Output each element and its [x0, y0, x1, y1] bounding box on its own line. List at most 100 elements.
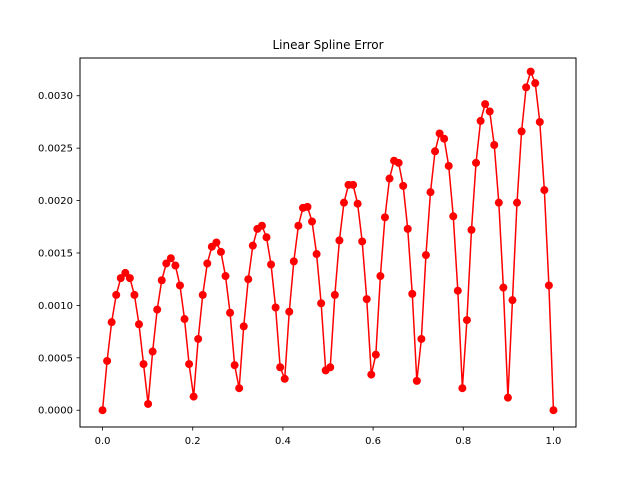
data-point	[280, 374, 289, 383]
data-point	[349, 180, 358, 189]
data-point	[376, 272, 385, 281]
data-point	[98, 406, 107, 415]
axes-layer	[79, 57, 577, 428]
data-point	[335, 236, 344, 245]
data-point	[303, 202, 312, 211]
y-tick-label: 0.0030	[38, 91, 73, 102]
data-point	[408, 289, 417, 298]
data-point	[472, 158, 481, 167]
data-point	[239, 322, 248, 331]
data-point	[285, 307, 294, 316]
data-point	[185, 360, 194, 369]
data-point	[485, 107, 494, 116]
data-point	[317, 299, 326, 308]
data-point	[517, 127, 526, 136]
data-point	[526, 67, 535, 76]
data-point	[267, 260, 276, 269]
data-point	[144, 399, 153, 408]
data-point	[194, 334, 203, 343]
data-point	[367, 370, 376, 379]
data-point	[312, 250, 321, 259]
data-point	[444, 161, 453, 170]
data-point	[535, 117, 544, 126]
data-point	[522, 83, 531, 92]
data-point	[103, 356, 112, 365]
data-point	[458, 384, 467, 393]
data-point	[540, 186, 549, 195]
x-tick-label: 0.4	[275, 436, 291, 447]
x-tick-label: 0.0	[95, 436, 111, 447]
data-point	[198, 290, 207, 299]
data-point	[289, 257, 298, 266]
data-point	[394, 158, 403, 167]
data-point	[162, 259, 171, 268]
data-point	[180, 315, 189, 324]
data-point	[248, 241, 257, 250]
data-point	[125, 274, 134, 283]
data-point	[171, 261, 180, 270]
data-point	[116, 274, 125, 283]
data-point	[112, 290, 121, 299]
data-point	[476, 116, 485, 125]
y-tick-label: 0.0025	[38, 144, 73, 155]
data-point	[139, 360, 148, 369]
data-point	[276, 363, 285, 372]
data-point	[230, 361, 239, 370]
data-point	[121, 268, 130, 277]
data-point	[371, 350, 380, 359]
data-point	[462, 316, 471, 325]
data-point	[417, 334, 426, 343]
data-point	[412, 376, 421, 385]
data-point	[362, 295, 371, 304]
data-point	[257, 221, 266, 230]
data-point	[308, 217, 317, 226]
data-point	[166, 254, 175, 263]
data-point	[203, 259, 212, 268]
data-point	[503, 393, 512, 402]
data-point	[244, 275, 253, 284]
data-point	[216, 247, 225, 256]
data-point	[435, 129, 444, 138]
y-tick-label: 0.0000	[38, 406, 73, 417]
data-point	[358, 237, 367, 246]
x-tick-label: 0.2	[185, 436, 201, 447]
data-point	[212, 238, 221, 247]
data-point	[148, 347, 157, 356]
data-point	[421, 251, 430, 260]
data-point	[175, 281, 184, 290]
x-axis: 0.0 0.2 0.4 0.6 0.8 1.0	[95, 427, 562, 447]
data-point	[431, 147, 440, 156]
data-point	[494, 198, 503, 207]
data-point	[544, 281, 553, 290]
data-point	[403, 224, 412, 233]
data-point	[221, 272, 230, 281]
chart-title: Linear Spline Error	[272, 38, 383, 52]
y-axis: 0.0000 0.0005 0.0010 0.0015 0.0020 0.0025 0.00…	[38, 91, 80, 417]
data-point	[326, 363, 335, 372]
data-point	[385, 174, 394, 183]
data-point	[467, 225, 476, 234]
data-point	[449, 212, 458, 221]
data-point	[130, 290, 139, 299]
data-point	[499, 283, 508, 292]
x-tick-label: 1.0	[546, 436, 562, 447]
data-point	[235, 384, 244, 393]
data-point	[440, 134, 449, 143]
x-tick-label: 0.6	[365, 436, 381, 447]
data-point	[294, 221, 303, 230]
plot-frame	[79, 57, 577, 428]
data-point	[481, 100, 490, 109]
data-point	[153, 305, 162, 314]
data-point	[490, 141, 499, 150]
y-tick-label: 0.0005	[38, 353, 73, 364]
data-point	[226, 308, 235, 317]
y-tick-label: 0.0010	[38, 301, 73, 312]
y-tick-label: 0.0020	[38, 196, 73, 207]
data-point	[107, 318, 116, 327]
data-point	[330, 290, 339, 299]
data-point	[513, 198, 522, 207]
data-point	[353, 199, 362, 208]
data-point	[380, 213, 389, 222]
data-point	[508, 296, 517, 305]
